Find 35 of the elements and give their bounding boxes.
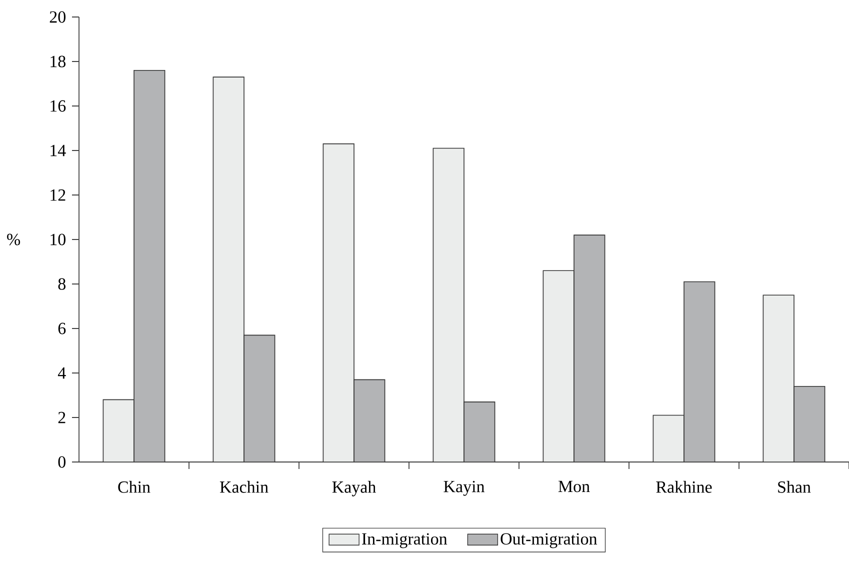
y-tick-label: 12 xyxy=(50,189,66,201)
legend-label: In-migration xyxy=(362,533,448,548)
x-tick-label: Kachin xyxy=(220,480,268,493)
x-tick-label: Kayah xyxy=(332,480,376,496)
bar xyxy=(652,414,684,462)
bar xyxy=(134,70,166,462)
y-tick-label: 8 xyxy=(58,278,66,290)
y-tick-label: 16 xyxy=(50,100,66,112)
x-tick-label: Shan xyxy=(778,480,811,493)
x-tick-label: Chin xyxy=(118,480,150,493)
y-tick-label: 4 xyxy=(58,367,66,379)
bar xyxy=(684,281,716,462)
bar xyxy=(354,379,386,462)
bar xyxy=(794,386,826,462)
bar xyxy=(542,270,574,462)
x-tick-label: Kayin xyxy=(444,480,485,496)
y-axis-title: % xyxy=(7,234,20,246)
y-tick-label: 20 xyxy=(50,11,66,23)
bar xyxy=(102,399,134,462)
y-tick-label: 18 xyxy=(50,56,66,68)
bar xyxy=(762,294,794,462)
y-tick-label: 0 xyxy=(58,456,66,468)
bar xyxy=(244,334,276,462)
y-tick-label: 6 xyxy=(58,322,66,334)
bar xyxy=(574,234,606,462)
bar xyxy=(432,148,464,462)
x-tick-label: Rakhine xyxy=(656,480,712,493)
x-tick-label: Mon xyxy=(558,480,590,492)
y-tick-label: 10 xyxy=(50,234,66,246)
y-tick-label: 14 xyxy=(50,144,66,156)
legend-label: Out-migration xyxy=(500,533,598,548)
bar xyxy=(322,143,354,462)
bar xyxy=(212,76,244,462)
bar xyxy=(464,402,496,462)
y-tick-label: 2 xyxy=(58,412,66,424)
